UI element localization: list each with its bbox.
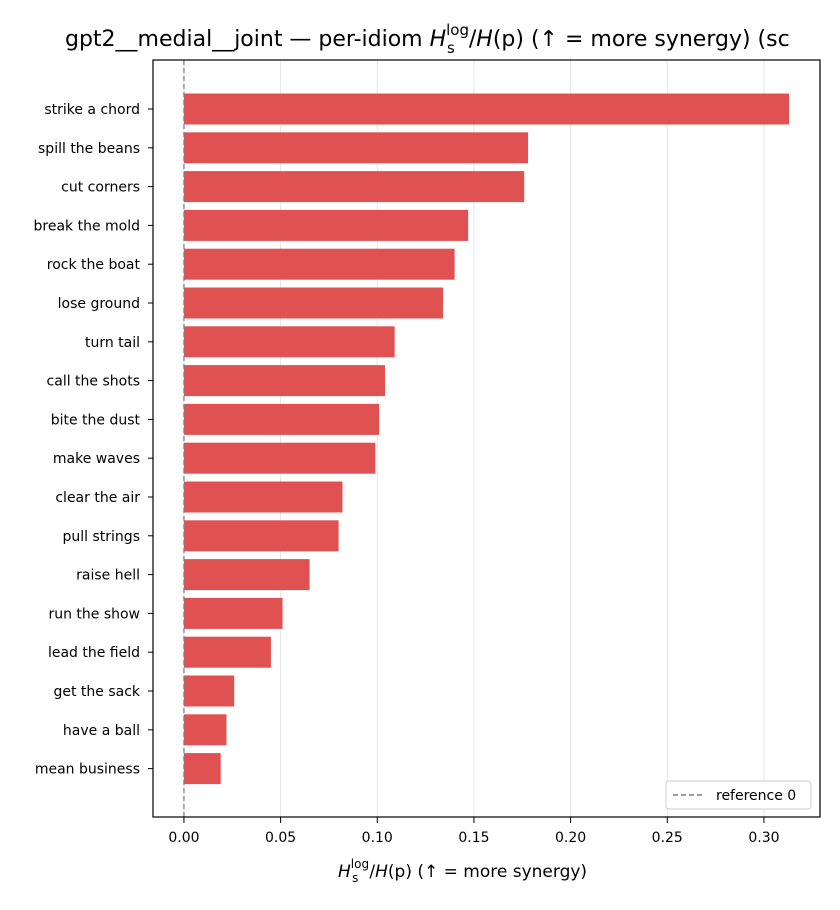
x-tick-label: 0.10 bbox=[362, 830, 393, 846]
xlabel-slash: / bbox=[369, 862, 375, 882]
x-tick-label: 0.30 bbox=[748, 830, 779, 846]
y-axis-ticks: strike a chord spill the beans cut corners… bbox=[34, 102, 153, 778]
bar bbox=[183, 442, 376, 474]
xlabel-h: H bbox=[338, 862, 351, 882]
bar bbox=[183, 326, 395, 358]
title-tail: (↑ = more synergy) (sc bbox=[524, 27, 790, 52]
bar bbox=[183, 403, 380, 435]
x-tick-label: 0.05 bbox=[265, 830, 296, 846]
x-tick-label: 0.20 bbox=[555, 830, 586, 846]
xlabel-tail: (↑ = more synergy) bbox=[412, 862, 587, 882]
y-tick-label: have a ball bbox=[63, 723, 140, 739]
bar bbox=[183, 753, 221, 785]
x-axis-label: Hlog s/H(p) (↑ = more synergy) bbox=[338, 857, 587, 885]
bar bbox=[183, 636, 271, 668]
xlabel-paren: (p) bbox=[388, 862, 412, 882]
y-tick-label: get the sack bbox=[53, 684, 140, 700]
bar bbox=[183, 171, 525, 203]
xlabel-sup: log bbox=[351, 857, 369, 871]
legend-label: reference 0 bbox=[716, 788, 796, 804]
xlabel-hp: H bbox=[375, 862, 388, 882]
y-tick-label: pull strings bbox=[63, 529, 140, 545]
title-h: H bbox=[430, 27, 447, 52]
title-slash: / bbox=[469, 27, 477, 52]
y-tick-label: turn tail bbox=[85, 335, 140, 351]
legend-box bbox=[665, 780, 812, 810]
bar bbox=[183, 132, 529, 164]
bar bbox=[183, 248, 455, 280]
y-tick-label: rock the boat bbox=[47, 257, 141, 273]
bar bbox=[183, 520, 339, 552]
plot-frame bbox=[152, 59, 821, 818]
bar bbox=[183, 597, 283, 629]
y-tick-label: spill the beans bbox=[38, 141, 140, 157]
title-hp: H bbox=[476, 27, 493, 52]
bar bbox=[183, 714, 227, 746]
bar bbox=[183, 481, 343, 513]
y-tick-label: lose ground bbox=[58, 296, 140, 312]
y-tick-label: cut corners bbox=[61, 180, 140, 196]
y-tick-label: bite the dust bbox=[51, 412, 141, 428]
bar bbox=[183, 287, 443, 319]
y-tick-label: clear the air bbox=[55, 490, 140, 506]
y-tick-label: strike a chord bbox=[44, 102, 140, 118]
y-tick-label: mean business bbox=[35, 762, 140, 778]
bar bbox=[183, 675, 235, 707]
y-tick-label: call the shots bbox=[47, 374, 140, 390]
y-tick-label: lead the field bbox=[48, 645, 140, 661]
bar bbox=[183, 209, 469, 241]
bar-layer bbox=[183, 93, 790, 785]
y-tick-label: run the show bbox=[48, 606, 140, 622]
y-tick-label: break the mold bbox=[34, 218, 141, 234]
bar bbox=[183, 559, 310, 591]
title-sub: s bbox=[447, 39, 455, 57]
bar bbox=[183, 93, 790, 125]
chart-title: gpt2__medial__joint — per-idiom Hlog s/H(… bbox=[65, 21, 790, 57]
x-tick-label: 0.00 bbox=[168, 830, 199, 846]
title-sup: log bbox=[446, 21, 469, 39]
y-tick-label: make waves bbox=[53, 451, 140, 467]
legend: reference 0 bbox=[665, 780, 812, 810]
x-tick-label: 0.15 bbox=[458, 830, 489, 846]
title-paren: (p) bbox=[493, 27, 524, 52]
x-axis-ticks: 0.00 0.05 0.10 0.15 0.20 0.25 0.30 bbox=[168, 817, 780, 846]
title-main: gpt2__medial__joint — per-idiom bbox=[65, 27, 430, 52]
xlabel-sub: s bbox=[352, 871, 358, 885]
x-tick-label: 0.25 bbox=[652, 830, 683, 846]
bar bbox=[183, 365, 385, 397]
y-tick-label: raise hell bbox=[76, 568, 140, 584]
